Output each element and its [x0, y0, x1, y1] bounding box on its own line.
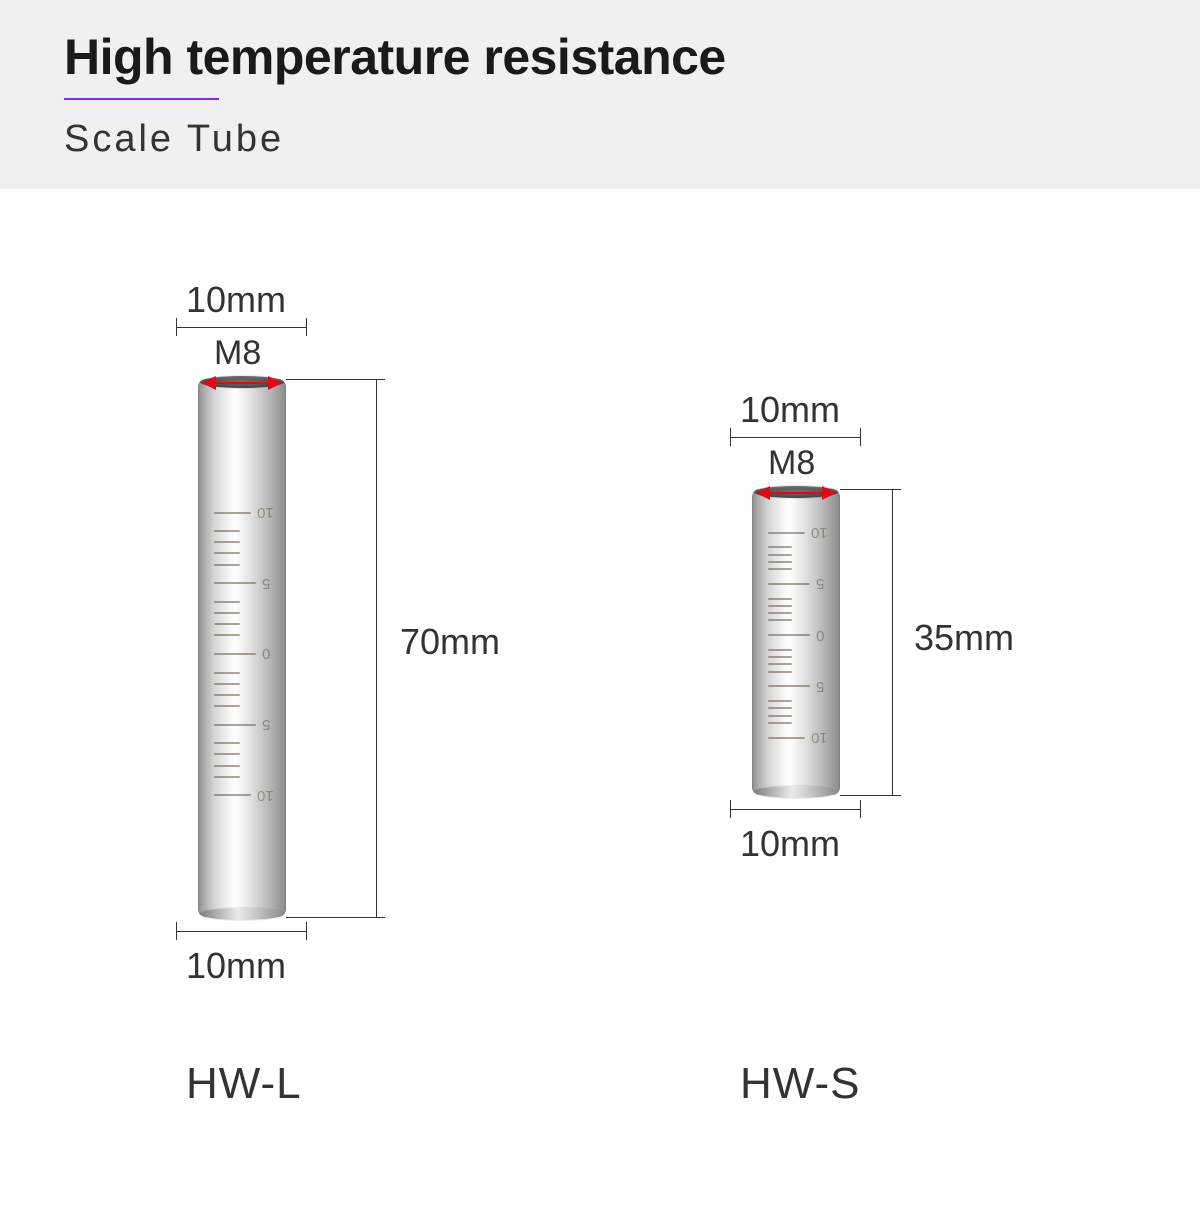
right-model-label: HW-S	[740, 1059, 861, 1109]
left-bottom-dim-tick-r	[306, 922, 307, 940]
title-underline	[64, 98, 219, 100]
header: High temperature resistance Scale Tube	[0, 0, 1200, 189]
right-top-width-label: 10mm	[740, 389, 840, 431]
right-height-line	[892, 489, 893, 795]
right-thread-label: M8	[768, 444, 815, 483]
left-tube: 10 5 0 5 10	[198, 379, 286, 917]
left-top-width-label: 10mm	[186, 279, 286, 321]
left-top-dim-line	[176, 327, 306, 328]
scale-num: 5	[262, 575, 270, 592]
right-bottom-width-label: 10mm	[740, 823, 840, 865]
left-thread-arrow	[204, 382, 280, 384]
right-bottom-dim-line	[730, 809, 860, 810]
left-top-dim-tick-r	[306, 318, 307, 336]
diagram-stage: 10mm M8 10 5 0 5 10	[0, 189, 1200, 1209]
scale-num: 10	[257, 787, 274, 804]
right-height-ext-top	[840, 489, 892, 490]
left-thread-label: M8	[214, 334, 261, 373]
page-title: High temperature resistance	[64, 28, 1136, 86]
right-height-ext-bot	[840, 795, 892, 796]
left-bottom-width-label: 10mm	[186, 945, 286, 987]
right-scale: 10 5 0 5 10	[768, 524, 828, 746]
left-model-label: HW-L	[186, 1059, 302, 1109]
left-height-ext-bot	[286, 917, 376, 918]
scale-num: 10	[811, 729, 828, 746]
left-height-ext-top	[286, 379, 376, 380]
scale-num: 5	[816, 678, 824, 695]
right-tube: 10 5 0 5 10	[752, 489, 840, 795]
scale-num: 5	[816, 575, 824, 592]
scale-num: 10	[257, 504, 274, 521]
left-bottom-dim-tick-l	[176, 922, 177, 940]
left-bottom-dim-line	[176, 931, 306, 932]
left-scale: 10 5 0 5 10	[214, 504, 274, 804]
page-subtitle: Scale Tube	[64, 118, 1136, 161]
right-height-label: 35mm	[914, 617, 1014, 659]
right-top-dim-tick-l	[730, 428, 731, 446]
scale-num: 0	[816, 627, 824, 644]
right-top-dim-line	[730, 437, 860, 438]
left-height-label: 70mm	[400, 621, 500, 663]
right-thread-arrow	[758, 492, 834, 494]
scale-num: 0	[262, 645, 270, 662]
right-bottom-dim-tick-r	[860, 800, 861, 818]
right-bottom-dim-tick-l	[730, 800, 731, 818]
right-top-dim-tick-r	[860, 428, 861, 446]
scale-num: 10	[811, 524, 828, 541]
left-height-line	[376, 379, 377, 917]
left-top-dim-tick-l	[176, 318, 177, 336]
scale-num: 5	[262, 716, 270, 733]
